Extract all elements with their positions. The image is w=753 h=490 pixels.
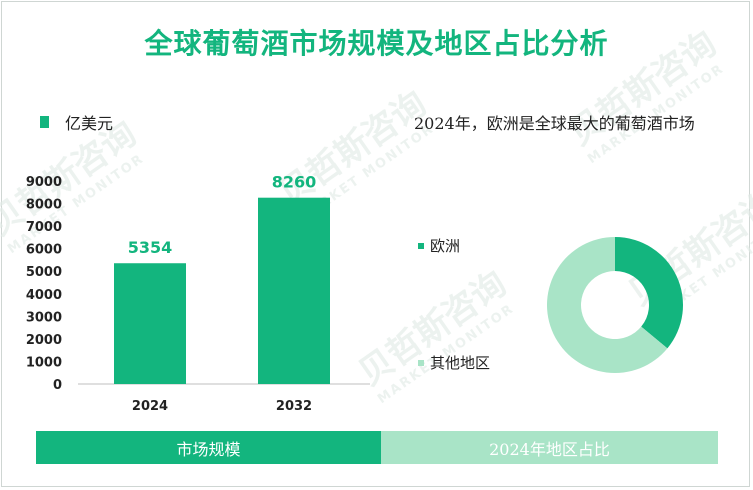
- y-tick-label: 3000: [26, 310, 62, 325]
- y-tick-label: 7000: [26, 220, 62, 235]
- pie-legend-label-other: 其他地区: [430, 354, 491, 372]
- y-tick-label: 2000: [26, 333, 62, 348]
- data-label: 8260: [272, 173, 317, 192]
- legend-unit-label: 亿美元: [65, 114, 114, 133]
- pie-legend-europe: 欧洲: [418, 235, 460, 256]
- bar: [258, 197, 330, 384]
- x-tick-label: 2032: [276, 399, 312, 414]
- bar: [114, 263, 186, 384]
- footer-left-label: 市场规模: [176, 439, 241, 459]
- x-tick-label: 2024: [132, 399, 168, 414]
- pie-slice: [615, 237, 683, 349]
- pie-legend-other: 其他地区: [418, 352, 490, 373]
- footer-right-label: 2024年地区占比: [489, 439, 610, 459]
- legend-swatch: [40, 116, 49, 128]
- legend-dot-europe: [418, 242, 424, 249]
- y-tick-label: 0: [53, 378, 62, 393]
- y-tick-label: 5000: [26, 265, 62, 280]
- legend-dot-other: [418, 359, 424, 366]
- pie-title: 2024年，欧洲是全球最大的葡萄酒市场: [414, 114, 695, 133]
- y-tick-label: 4000: [26, 288, 62, 303]
- pie-slice: [547, 237, 668, 374]
- footer-left-tab: 市场规模: [36, 431, 381, 464]
- y-tick-label: 6000: [26, 243, 62, 258]
- bar-legend: 亿美元: [40, 110, 113, 134]
- chart-title: 全球葡萄酒市场规模及地区占比分析: [144, 27, 609, 60]
- data-label: 5354: [128, 238, 173, 257]
- pie-legend-label-europe: 欧洲: [430, 237, 461, 255]
- y-tick-label: 9000: [26, 175, 62, 190]
- y-tick-label: 1000: [26, 355, 62, 370]
- y-tick-label: 8000: [26, 198, 62, 213]
- footer-right-tab: 2024年地区占比: [381, 431, 718, 464]
